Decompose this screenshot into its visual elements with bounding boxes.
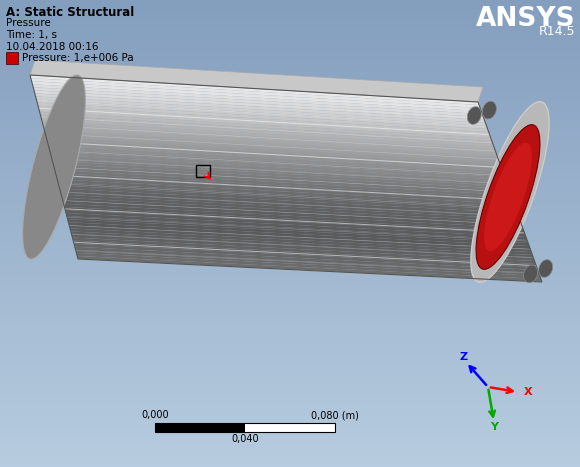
Text: Pressure: 1,e+006 Pa: Pressure: 1,e+006 Pa	[22, 53, 133, 63]
Ellipse shape	[23, 75, 85, 259]
Polygon shape	[74, 244, 538, 270]
Text: 0,040: 0,040	[231, 434, 259, 444]
Polygon shape	[34, 90, 484, 120]
Polygon shape	[48, 146, 503, 174]
Polygon shape	[37, 99, 488, 129]
Polygon shape	[60, 191, 520, 219]
Polygon shape	[54, 167, 511, 195]
Polygon shape	[53, 164, 510, 192]
Polygon shape	[70, 228, 532, 255]
Polygon shape	[35, 97, 487, 126]
Ellipse shape	[467, 106, 481, 124]
Polygon shape	[41, 115, 493, 144]
Polygon shape	[66, 213, 527, 240]
Polygon shape	[64, 207, 525, 234]
Polygon shape	[71, 232, 534, 258]
Polygon shape	[45, 133, 499, 162]
Polygon shape	[39, 112, 492, 141]
Polygon shape	[30, 75, 479, 105]
Text: ANSYS: ANSYS	[476, 6, 575, 32]
Polygon shape	[68, 219, 529, 246]
Polygon shape	[47, 140, 502, 168]
Polygon shape	[64, 204, 524, 231]
Polygon shape	[67, 216, 528, 243]
Polygon shape	[43, 124, 496, 153]
Text: 10.04.2018 00:16: 10.04.2018 00:16	[6, 42, 99, 52]
Polygon shape	[37, 103, 489, 132]
Polygon shape	[75, 250, 540, 276]
Polygon shape	[73, 241, 536, 267]
Text: Pressure: Pressure	[6, 18, 51, 28]
Bar	[155, 423, 335, 432]
Bar	[245, 423, 335, 432]
Polygon shape	[75, 247, 539, 273]
Text: Time: 1, s: Time: 1, s	[6, 30, 57, 40]
Polygon shape	[52, 161, 509, 189]
Polygon shape	[62, 198, 522, 225]
Polygon shape	[48, 142, 502, 171]
Polygon shape	[41, 118, 494, 147]
Polygon shape	[68, 222, 530, 249]
Polygon shape	[72, 238, 535, 264]
Text: X: X	[524, 387, 532, 397]
Polygon shape	[58, 182, 516, 210]
Polygon shape	[32, 84, 482, 114]
Polygon shape	[56, 173, 513, 201]
Ellipse shape	[476, 125, 540, 269]
Text: Z: Z	[460, 352, 468, 362]
Polygon shape	[57, 179, 516, 207]
Polygon shape	[31, 78, 480, 108]
Polygon shape	[77, 256, 542, 282]
Polygon shape	[44, 127, 497, 156]
Ellipse shape	[539, 260, 553, 277]
Polygon shape	[51, 155, 507, 183]
Polygon shape	[61, 195, 521, 222]
Polygon shape	[35, 93, 485, 123]
Polygon shape	[63, 201, 523, 228]
Polygon shape	[31, 81, 481, 111]
Polygon shape	[50, 152, 506, 180]
Polygon shape	[59, 185, 517, 213]
Text: 0,000: 0,000	[141, 410, 169, 420]
Polygon shape	[60, 189, 519, 216]
Polygon shape	[38, 106, 490, 135]
Polygon shape	[33, 87, 483, 117]
Polygon shape	[52, 158, 508, 186]
Bar	[196, 165, 210, 177]
Polygon shape	[56, 176, 514, 204]
Polygon shape	[71, 234, 535, 261]
Polygon shape	[45, 130, 498, 159]
Polygon shape	[65, 210, 526, 237]
Ellipse shape	[524, 265, 538, 283]
Polygon shape	[46, 136, 501, 165]
Bar	[155, 423, 245, 432]
Polygon shape	[42, 121, 495, 150]
Polygon shape	[69, 225, 531, 252]
Text: A: Static Structural: A: Static Structural	[6, 6, 134, 19]
Polygon shape	[55, 170, 512, 198]
Bar	[6, 52, 18, 64]
Polygon shape	[49, 149, 505, 177]
Text: R14.5: R14.5	[538, 25, 575, 38]
Text: Y: Y	[490, 422, 498, 432]
Polygon shape	[30, 60, 483, 102]
Polygon shape	[39, 109, 491, 138]
Polygon shape	[77, 253, 541, 279]
Ellipse shape	[484, 143, 532, 251]
Text: 0,080 (m): 0,080 (m)	[311, 410, 359, 420]
Ellipse shape	[471, 102, 549, 283]
Ellipse shape	[483, 101, 496, 119]
